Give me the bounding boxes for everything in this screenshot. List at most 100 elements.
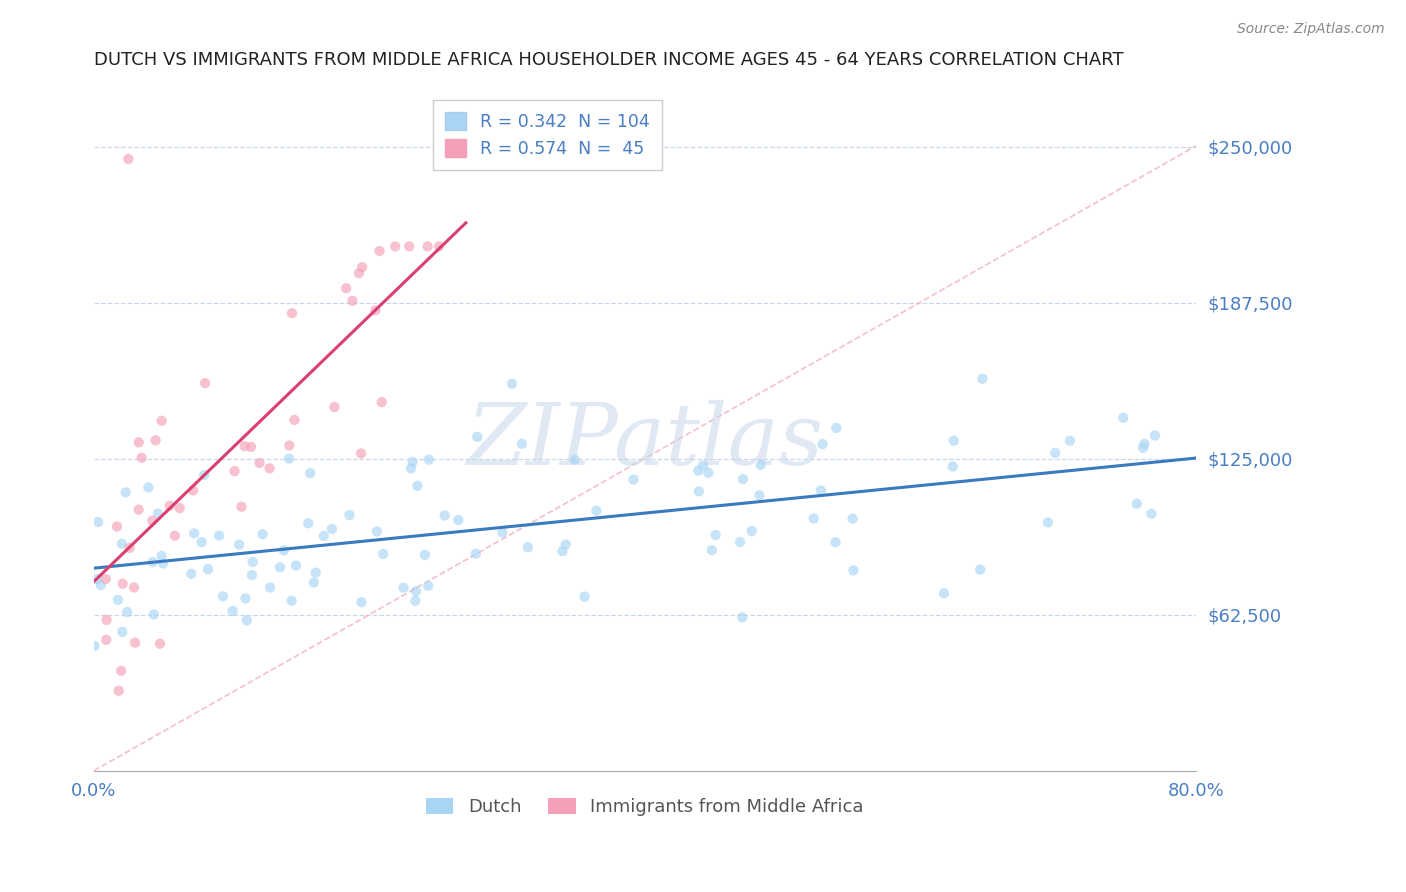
Point <box>405 584 427 599</box>
Point <box>115 605 138 619</box>
Point <box>418 452 440 467</box>
Point <box>281 306 304 320</box>
Point <box>208 528 231 542</box>
Point <box>323 400 346 414</box>
Point <box>235 591 257 606</box>
Text: DUTCH VS IMMIGRANTS FROM MIDDLE AFRICA HOUSEHOLDER INCOME AGES 45 - 64 YEARS COR: DUTCH VS IMMIGRANTS FROM MIDDLE AFRICA H… <box>94 51 1123 69</box>
Point <box>128 502 150 516</box>
Point <box>114 485 136 500</box>
Point <box>688 484 710 499</box>
Point <box>110 664 132 678</box>
Point <box>824 535 846 549</box>
Point <box>142 555 165 569</box>
Point <box>342 293 364 308</box>
Point <box>404 594 426 608</box>
Point <box>87 515 110 529</box>
Point <box>181 483 204 498</box>
Point <box>427 239 450 253</box>
Point <box>141 514 163 528</box>
Point <box>401 455 423 469</box>
Point <box>731 472 754 486</box>
Point <box>842 563 865 577</box>
Point <box>574 590 596 604</box>
Point <box>159 499 181 513</box>
Point <box>233 439 256 453</box>
Point <box>302 575 325 590</box>
Point <box>516 541 538 555</box>
Point <box>464 547 486 561</box>
Point <box>810 483 832 498</box>
Point <box>305 566 328 580</box>
Point <box>413 548 436 562</box>
Point <box>491 525 513 540</box>
Point <box>128 435 150 450</box>
Point <box>150 414 173 428</box>
Point <box>418 579 440 593</box>
Point <box>697 466 720 480</box>
Point <box>748 488 770 502</box>
Point <box>273 543 295 558</box>
Point <box>339 508 361 522</box>
Point <box>366 524 388 539</box>
Legend: Dutch, Immigrants from Middle Africa: Dutch, Immigrants from Middle Africa <box>419 790 870 823</box>
Point <box>163 528 186 542</box>
Point <box>373 547 395 561</box>
Point <box>228 538 250 552</box>
Point <box>942 434 965 448</box>
Point <box>236 614 259 628</box>
Point <box>364 303 387 318</box>
Point <box>297 516 319 531</box>
Point <box>1112 410 1135 425</box>
Point <box>269 560 291 574</box>
Point <box>501 376 523 391</box>
Point <box>700 543 723 558</box>
Point <box>368 244 391 258</box>
Point <box>384 239 406 253</box>
Point <box>1126 497 1149 511</box>
Point <box>212 590 235 604</box>
Point <box>392 581 415 595</box>
Point <box>623 473 645 487</box>
Point <box>145 434 167 448</box>
Point <box>180 566 202 581</box>
Point <box>321 522 343 536</box>
Point <box>193 467 215 482</box>
Point <box>370 395 392 409</box>
Point <box>731 610 754 624</box>
Point <box>259 461 281 475</box>
Point <box>283 413 305 427</box>
Point <box>416 239 439 253</box>
Point <box>152 557 174 571</box>
Point <box>1143 428 1166 442</box>
Point <box>811 437 834 451</box>
Point <box>183 526 205 541</box>
Point <box>138 480 160 494</box>
Point <box>447 513 470 527</box>
Point <box>1132 441 1154 455</box>
Point <box>803 511 825 525</box>
Point <box>224 464 246 478</box>
Point <box>1045 446 1067 460</box>
Point <box>433 508 456 523</box>
Point <box>117 152 139 166</box>
Point <box>107 592 129 607</box>
Point <box>118 541 141 555</box>
Point <box>564 452 586 467</box>
Point <box>741 524 763 538</box>
Point <box>96 613 118 627</box>
Point <box>749 458 772 472</box>
Point <box>932 586 955 600</box>
Point <box>249 456 271 470</box>
Point <box>1036 516 1059 530</box>
Point <box>399 461 422 475</box>
Point <box>969 563 991 577</box>
Point <box>841 511 863 525</box>
Point <box>398 239 420 253</box>
Point <box>124 635 146 649</box>
Point <box>221 604 243 618</box>
Point <box>83 639 105 653</box>
Point <box>190 535 212 549</box>
Point <box>728 535 751 549</box>
Point <box>510 437 533 451</box>
Text: ZIPatlas: ZIPatlas <box>467 400 824 483</box>
